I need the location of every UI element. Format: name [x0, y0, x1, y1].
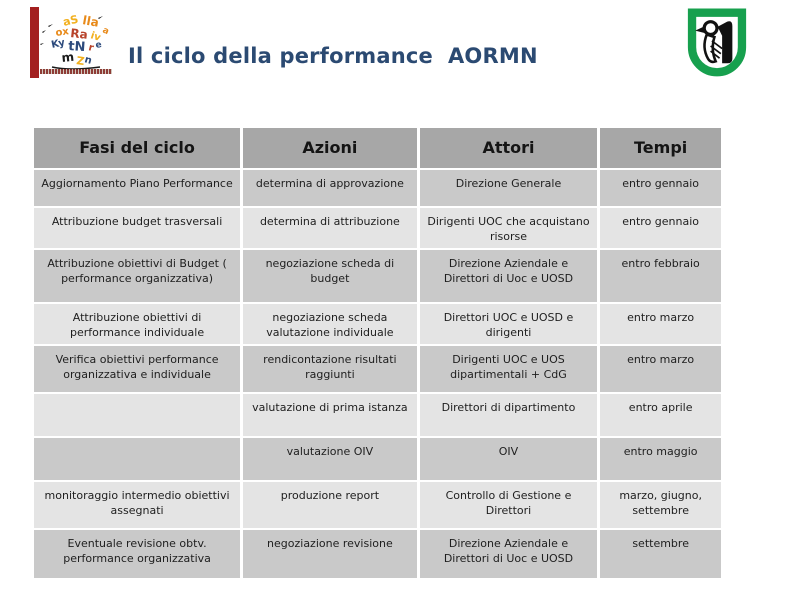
table-cell: Controllo di Gestione e Direttori: [419, 481, 598, 528]
table-cell: produzione report: [243, 481, 417, 528]
table-cell: Direzione Aziendale e Direttori di Uoc e…: [419, 249, 598, 302]
table-cell: negoziazione revisione: [243, 529, 417, 578]
table-cell: negoziazione scheda valutazione individu…: [243, 303, 417, 344]
table-cell: [34, 437, 241, 480]
table-row: Verifica obiettivi performance organizza…: [34, 345, 721, 392]
table-row: valutazione di prima istanza Direttori di…: [34, 393, 721, 436]
svg-text:aS: aS: [62, 13, 80, 29]
table-cell: Direttori di dipartimento: [419, 393, 598, 436]
svg-text:ox: ox: [55, 26, 70, 39]
table-cell: entro gennaio: [600, 170, 721, 206]
table-row: Attribuzione obiettivi di Budget ( perfo…: [34, 249, 721, 302]
svg-text:Z: Z: [76, 54, 86, 68]
table-row: valutazione OIV OIV entro maggio: [34, 437, 721, 480]
col-header-fasi-del-ciclo: Fasi del ciclo: [34, 128, 241, 168]
table-cell: Direzione Aziendale e Direttori di Uoc e…: [419, 529, 598, 578]
table-cell: Direzione Generale: [419, 170, 598, 206]
table-cell: Direttori UOC e UOSD e dirigenti: [419, 303, 598, 344]
logo-caption: [40, 69, 112, 74]
table-cell: Eventuale revisione obtv. performance or…: [34, 529, 241, 578]
aormn-logo-graphic: aS lla ox Ra iv a Ky tN r e m Z n: [40, 13, 111, 70]
page-title: Il ciclo della performance AORMN: [128, 44, 538, 68]
table-cell: entro aprile: [600, 393, 721, 436]
svg-text:a: a: [101, 26, 111, 38]
table-cell: settembre: [600, 529, 721, 578]
marche-shield-graphic: [687, 8, 747, 77]
table-cell: determina di attribuzione: [243, 208, 417, 248]
table-cell: entro maggio: [600, 437, 721, 480]
table-cell: monitoraggio intermedio obiettivi assegn…: [34, 481, 241, 528]
table-cell: marzo, giugno, settembre: [600, 481, 721, 528]
table-cell: Dirigenti UOC e UOS dipartimentali + CdG: [419, 345, 598, 392]
table-cell: entro gennaio: [600, 208, 721, 248]
table-cell: valutazione di prima istanza: [243, 393, 417, 436]
table-row: Attribuzione budget trasversali determina…: [34, 208, 721, 248]
svg-text:lla: lla: [81, 13, 100, 30]
table-cell: Attribuzione obiettivi di Budget ( perfo…: [34, 249, 241, 302]
accent-bar: [30, 7, 39, 78]
col-header-azioni: Azioni: [243, 128, 417, 168]
svg-text:iv: iv: [89, 30, 102, 44]
col-header-attori: Attori: [419, 128, 598, 168]
svg-text:Ra: Ra: [70, 26, 89, 42]
table-cell: rendicontazione risultati raggiunti: [243, 345, 417, 392]
table-body: Aggiornamento Piano Performance determina…: [34, 170, 721, 578]
table-cell: valutazione OIV: [243, 437, 417, 480]
svg-text:r: r: [87, 42, 95, 54]
table-row: monitoraggio intermedio obiettivi assegn…: [34, 481, 721, 528]
table-cell: OIV: [419, 437, 598, 480]
svg-text:Ky: Ky: [50, 37, 66, 51]
table-cell: entro marzo: [600, 345, 721, 392]
table-cell: determina di approvazione: [243, 170, 417, 206]
col-header-tempi: Tempi: [600, 128, 721, 168]
svg-text:m: m: [61, 50, 75, 65]
table-row: Aggiornamento Piano Performance determina…: [34, 170, 721, 206]
svg-text:tN: tN: [68, 39, 86, 55]
table-cell: Attribuzione budget trasversali: [34, 208, 241, 248]
marche-shield-icon: [685, 7, 749, 85]
table-cell: Attribuzione obiettivi di performance in…: [34, 303, 241, 344]
svg-text:e: e: [95, 40, 103, 51]
svg-text:n: n: [83, 54, 93, 67]
performance-table: Fasi del ciclo Azioni Attori Tempi Aggio…: [31, 126, 724, 580]
table-cell: entro marzo: [600, 303, 721, 344]
table-cell: Verifica obiettivi performance organizza…: [34, 345, 241, 392]
table-cell: negoziazione scheda di budget: [243, 249, 417, 302]
table-cell: Dirigenti UOC che acquistano risorse: [419, 208, 598, 248]
table-cell: entro febbraio: [600, 249, 721, 302]
table-row: Attribuzione obiettivi di performance in…: [34, 303, 721, 344]
table-cell: [34, 393, 241, 436]
table-header-row: Fasi del ciclo Azioni Attori Tempi: [34, 128, 721, 168]
table-row: Eventuale revisione obtv. performance or…: [34, 529, 721, 578]
table-cell: Aggiornamento Piano Performance: [34, 170, 241, 206]
aormn-logo-icon: aS lla ox Ra iv a Ky tN r e m Z n: [38, 12, 116, 78]
